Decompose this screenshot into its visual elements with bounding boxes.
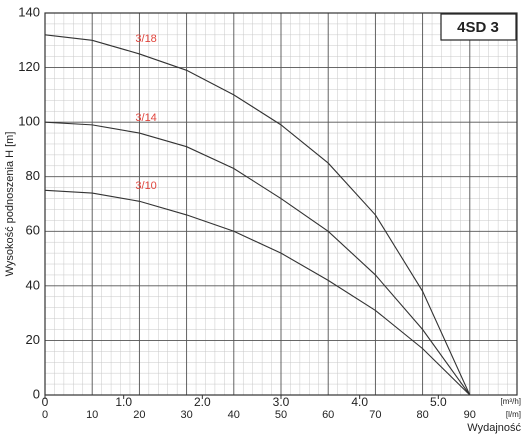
x2-tick-label: 2.0 (194, 395, 211, 409)
y-tick-label: 100 (18, 114, 40, 129)
x-tick-label: 60 (322, 409, 334, 421)
x2-unit: [m³/h] (501, 397, 521, 406)
y-tick-label: 140 (18, 4, 40, 19)
curve-label: 3/10 (135, 180, 156, 192)
x-tick-label: 10 (86, 409, 98, 421)
y-tick-label: 20 (26, 332, 40, 347)
curve-label: 3/14 (135, 112, 156, 124)
x2-tick-label: 4.0 (351, 395, 368, 409)
x-tick-label: 30 (180, 409, 192, 421)
x-tick-label: 80 (416, 409, 428, 421)
x-tick-label: 90 (464, 409, 476, 421)
plot-frame (44, 12, 518, 396)
y-tick-label: 60 (26, 223, 40, 238)
x2-tick-label: 0 (42, 395, 49, 409)
chart-title: 4SD 3 (457, 19, 499, 36)
title-box (440, 13, 517, 41)
curve (44, 189, 471, 396)
y-tick-label: 80 (26, 168, 40, 183)
x-axis-label: Wydajność (467, 422, 521, 434)
y-tick-label: 0 (33, 386, 40, 401)
x-tick-label: 50 (275, 409, 287, 421)
x2-tick-label: 3.0 (273, 395, 290, 409)
x2-tick-label: 1.0 (115, 395, 132, 409)
curve (44, 34, 471, 396)
x2-tick-label: 5.0 (430, 395, 447, 409)
x-tick-label: 20 (133, 409, 145, 421)
x-tick-label: 0 (42, 409, 48, 421)
y-tick-label: 120 (18, 59, 40, 74)
curve-label: 3/18 (135, 33, 156, 45)
y-tick-label: 40 (26, 277, 40, 292)
y-axis-label: Wysokość podnoszenia H [m] (4, 132, 16, 277)
x-unit: [l/m] (506, 410, 521, 419)
curve (44, 121, 471, 396)
x-tick-label: 70 (369, 409, 381, 421)
x-tick-label: 40 (228, 409, 240, 421)
